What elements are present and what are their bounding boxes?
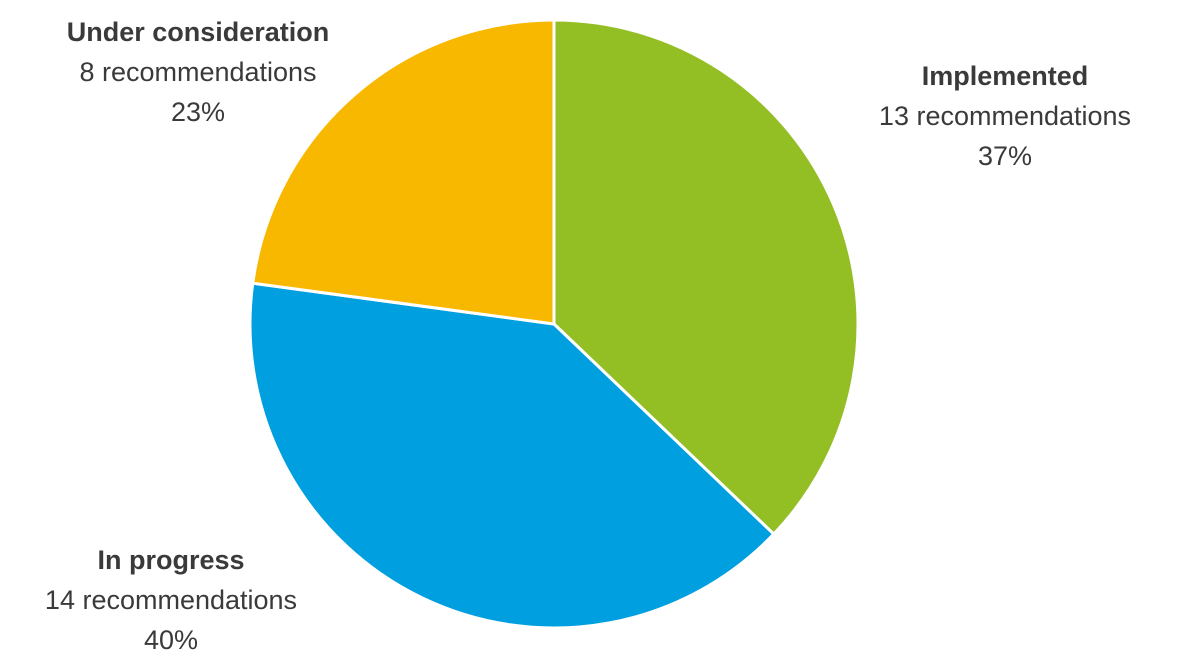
slice-name-label: Implemented <box>922 61 1089 91</box>
pie-slice-implemented <box>552 18 860 536</box>
pie-labels: Implemented 13 recommendations 37% In progr… <box>45 17 1131 655</box>
slice-percent-label: 40% <box>144 625 198 655</box>
slice-name-label: In progress <box>97 545 244 575</box>
data-label-in-progress: In progress 14 recommendations 40% <box>45 545 297 655</box>
slice-count-label: 13 recommendations <box>879 101 1131 131</box>
slice-count-label: 8 recommendations <box>79 57 316 87</box>
slice-percent-label: 37% <box>978 141 1032 171</box>
slice-percent-label: 23% <box>171 97 225 127</box>
pie-slice-in-progress <box>248 281 776 630</box>
slice-count-label: 14 recommendations <box>45 585 297 615</box>
data-label-under-consideration: Under consideration 8 recommendations 23% <box>67 17 330 127</box>
pie-slice-under-consideration <box>251 18 556 326</box>
pie-slices <box>248 18 860 630</box>
data-label-implemented: Implemented 13 recommendations 37% <box>879 61 1131 171</box>
slice-name-label: Under consideration <box>67 17 330 47</box>
